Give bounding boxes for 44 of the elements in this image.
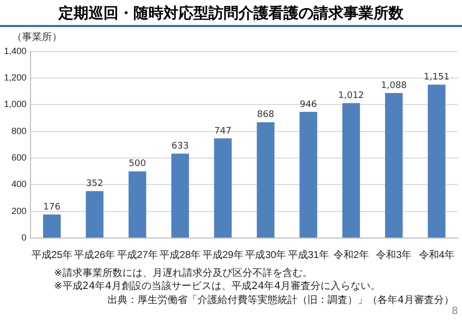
bar	[385, 92, 403, 238]
text: ※請求事業所数には、月遅れ請求分及び区分不詳を含む。	[54, 266, 312, 280]
y-tick-label: 200	[11, 206, 27, 216]
x-tick-label: 平成27年	[116, 248, 158, 261]
x-tick-label: 令和2年	[333, 248, 369, 261]
x-tick-label: 平成26年	[74, 248, 116, 261]
data-label: 1,151	[424, 72, 450, 82]
x-tick-label: 平成31年	[288, 248, 329, 261]
chart-title: 定期巡回・随時対応型訪問介護看護の請求事業所数	[0, 0, 462, 27]
y-tick-label: 800	[11, 126, 27, 136]
y-tick-label: 400	[11, 179, 27, 190]
text: 8	[452, 306, 458, 317]
bar	[256, 122, 274, 238]
bar	[428, 84, 446, 238]
y-tick-label: 1,000	[4, 99, 27, 110]
bar	[214, 138, 232, 238]
data-label: 1,012	[338, 90, 364, 101]
data-label: 747	[214, 126, 232, 136]
bar	[86, 191, 104, 238]
y-tick-label: 1,200	[4, 72, 27, 83]
y-tick-label: 1,400	[4, 46, 27, 56]
bar	[43, 214, 61, 238]
data-label: 946	[300, 100, 318, 110]
x-tick-label: 令和4年	[418, 248, 454, 261]
data-label: 500	[128, 159, 146, 170]
y-tick-label: 0	[22, 232, 27, 242]
x-tick-label: 令和3年	[376, 248, 412, 261]
x-tick-label: 平成29年	[202, 248, 244, 261]
text: ※平成24年4月創設の当該サービスは、平成24年4月審査分に入らない。	[54, 280, 381, 293]
y-axis-title: （事業所）	[12, 30, 62, 44]
x-tick-label: 平成30年	[245, 248, 286, 261]
data-label: 176	[43, 202, 61, 212]
bar	[171, 154, 189, 238]
bar	[128, 171, 146, 238]
data-label: 633	[172, 141, 189, 152]
y-tick-label: 600	[11, 152, 27, 163]
bar	[342, 103, 360, 238]
x-tick-label: 平成25年	[31, 248, 72, 261]
source-note: 出典：厚生労働省「介護給付費等実態統計（旧：調査）」（各年4月審査分）	[108, 294, 454, 306]
data-label: 868	[257, 110, 274, 120]
data-label: 352	[86, 178, 104, 189]
bar	[300, 112, 318, 238]
data-label: 1,088	[380, 80, 408, 91]
x-tick-label: 平成28年	[160, 248, 201, 261]
